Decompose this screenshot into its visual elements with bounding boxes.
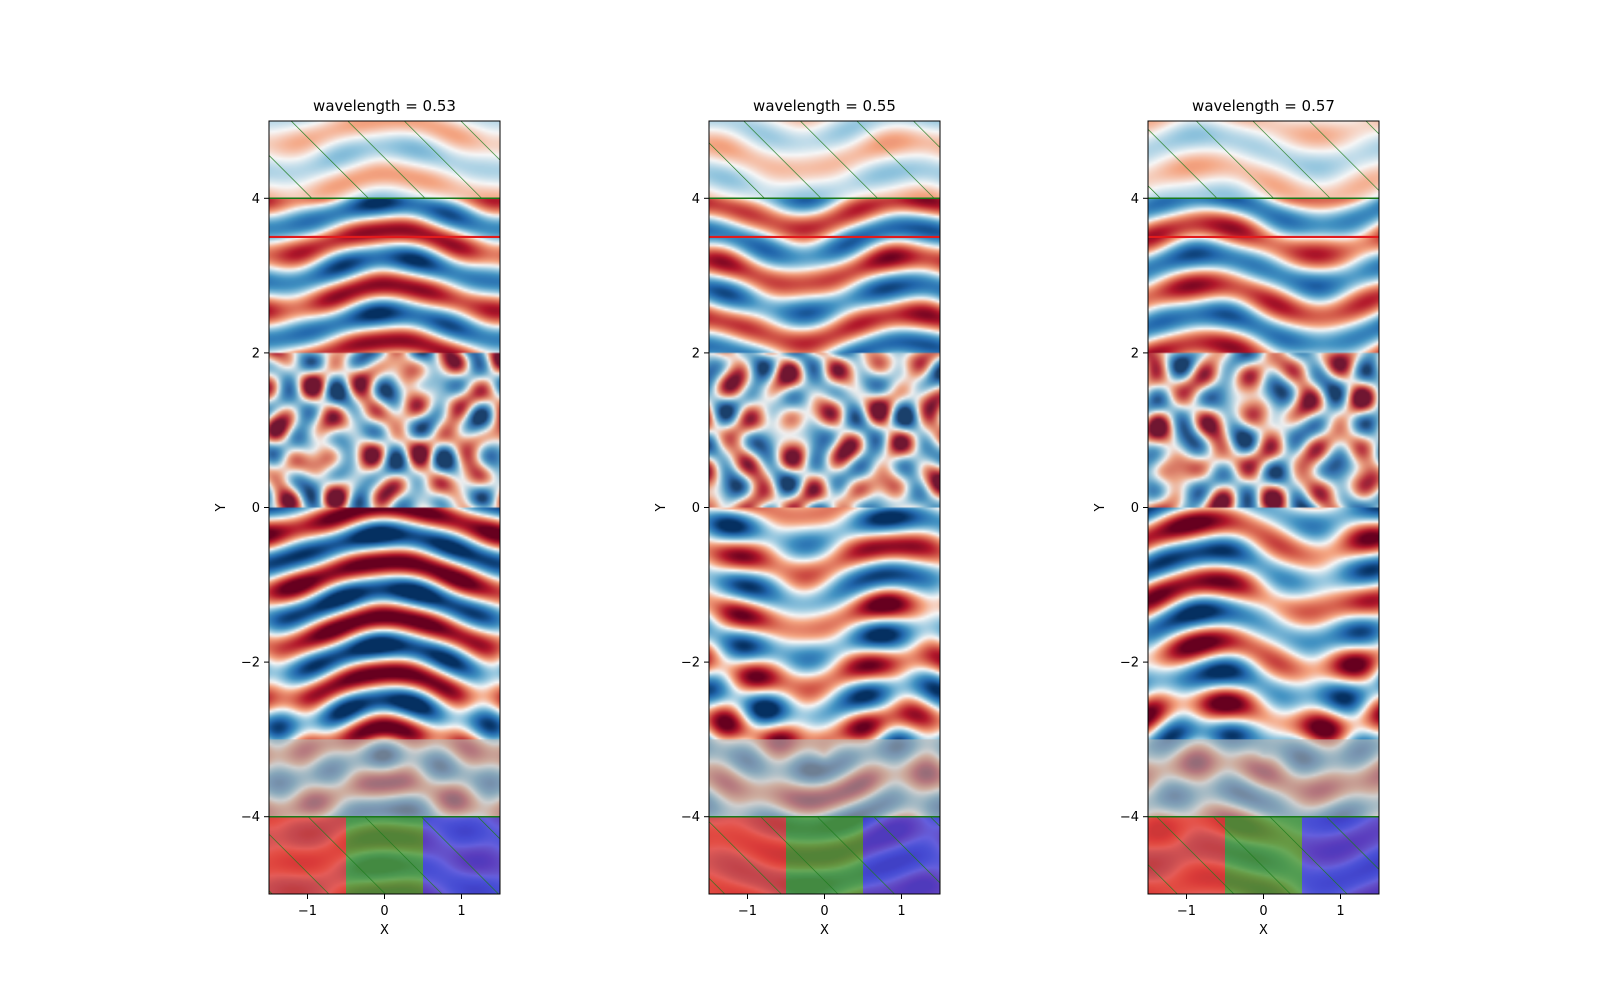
x-tick-label: −1 [738,904,757,919]
red-pixel-hatch [1148,816,1225,894]
red-pixel-hatch [709,816,786,894]
x-tick-label: −1 [1177,904,1196,919]
x-axis-label: X [1259,923,1268,938]
green-pixel-hatch [786,816,863,894]
x-tick-label: 0 [1259,904,1267,919]
bottom-grey-layer [1148,739,1379,817]
plot-area [269,121,500,894]
y-tick-label: 0 [692,501,700,516]
x-tick-label: 0 [380,904,388,919]
y-axis-label: Y [214,503,229,512]
plot-area [709,121,940,894]
y-tick-label: −2 [681,656,700,671]
y-tick-label: 4 [1131,192,1139,207]
top-boundary [709,121,940,199]
x-tick-label: −1 [298,904,317,919]
scattering-layer [709,352,940,508]
y-axis-label: Y [1093,503,1108,512]
scattering-layer [1148,352,1379,508]
blue-pixel-hatch [863,816,940,894]
panel-3: wavelength = 0.57 −1 0 1 −4 −2 0 2 4 X Y [1093,97,1380,938]
panel-title: wavelength = 0.53 [313,97,456,115]
y-tick-label: −4 [681,810,700,825]
plot-area [1148,121,1379,894]
blue-pixel-hatch [423,816,500,894]
panel-title: wavelength = 0.57 [1192,97,1335,115]
panel-title: wavelength = 0.55 [753,97,896,115]
blue-pixel-hatch [1302,816,1379,894]
green-pixel-hatch [1225,816,1302,894]
panel-2: wavelength = 0.55 −1 0 1 −4 −2 0 2 4 X Y [654,97,941,938]
y-tick-label: 0 [252,501,260,516]
y-tick-label: 4 [252,192,260,207]
x-tick-label: 0 [820,904,828,919]
y-tick-label: −2 [241,656,260,671]
green-pixel-hatch [346,816,423,894]
y-tick-label: 2 [252,346,260,361]
y-tick-label: −4 [1120,810,1139,825]
y-tick-label: −2 [1120,656,1139,671]
x-axis-label: X [380,923,389,938]
x-axis-label: X [820,923,829,938]
top-boundary [1148,121,1379,199]
x-tick-label: 1 [897,904,905,919]
x-tick-label: 1 [457,904,465,919]
scattering-layer [269,352,500,508]
y-tick-label: 2 [1131,346,1139,361]
y-axis-label: Y [654,503,669,512]
bottom-grey-layer [709,739,940,817]
y-tick-label: 2 [692,346,700,361]
panel-1: wavelength = 0.53 −1 0 1 −4 −2 0 2 4 X Y [214,97,501,938]
y-tick-label: −4 [241,810,260,825]
y-tick-label: 4 [692,192,700,207]
y-tick-label: 0 [1131,501,1139,516]
bottom-grey-layer [269,739,500,817]
red-pixel-hatch [269,816,346,894]
x-tick-label: 1 [1336,904,1344,919]
top-boundary [269,121,500,199]
